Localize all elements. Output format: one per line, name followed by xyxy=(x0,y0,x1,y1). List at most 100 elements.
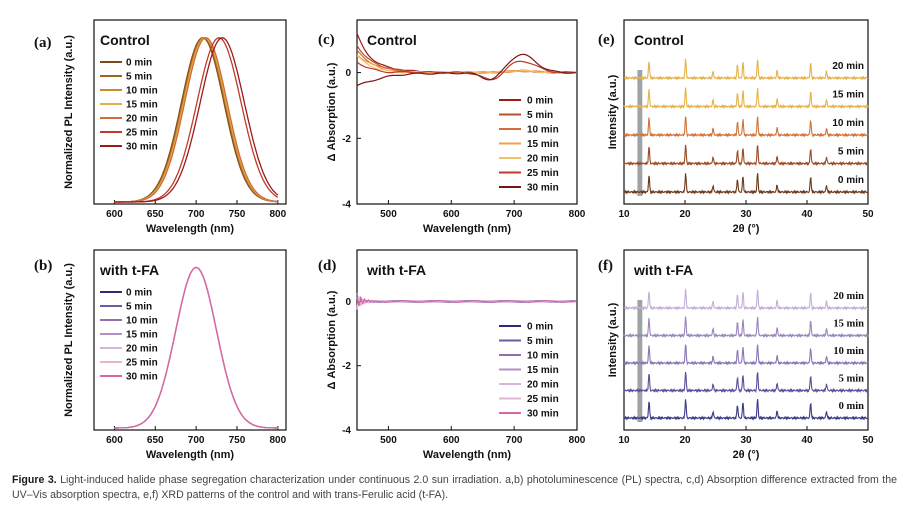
trace-label-f-3: 15 min xyxy=(833,319,864,330)
panel-a-xtick-label: 600 xyxy=(106,209,123,220)
panel-label-f: (f) xyxy=(598,258,613,274)
panel-label-c: (c) xyxy=(318,32,335,48)
panel-f: 10 20 30 40 50 0 min 5 min 10 min 15 min 20 min wi… xyxy=(598,249,874,461)
legend-label-d-0: 0 min xyxy=(527,322,553,333)
panel-c: 500 600 700 800 -4 -2 0 0 min 5 min 10 min 15 min 2… xyxy=(318,19,586,235)
x-axis-label-f: 2θ (°) xyxy=(733,449,760,461)
panel-a-xtick-label: 800 xyxy=(269,209,286,220)
legend-label-d-4: 20 min xyxy=(527,380,559,391)
series-line-f-4 xyxy=(623,288,869,312)
panel-c-xtick-label: 700 xyxy=(506,209,523,220)
legend-label-a-0: 0 min xyxy=(126,58,152,69)
series-line-e-3 xyxy=(623,87,869,110)
series-line-e-0 xyxy=(623,173,869,195)
panel-e-xtick-label: 30 xyxy=(740,209,752,220)
panel-f-xtick-label: 40 xyxy=(801,435,813,446)
legend-label-b-0: 0 min xyxy=(126,288,152,299)
legend-label-a-4: 20 min xyxy=(126,114,158,125)
panel-c-xtick-label: 800 xyxy=(569,209,586,220)
y-axis-label-c: Δ Absorption (a.u.) xyxy=(326,62,338,161)
y-axis-label-e: Intensity (a.u.) xyxy=(607,74,619,149)
panel-b: 600 650 700 750 800 0 min 5 min 10 min 15 min 20 … xyxy=(34,249,287,461)
panel-c-xtick-label: 500 xyxy=(380,209,397,220)
legend-label-d-1: 5 min xyxy=(527,336,553,347)
caption-text: Light-induced halide phase segregation c… xyxy=(12,474,897,501)
panel-b-xtick-label: 700 xyxy=(188,435,205,446)
panel-d: 500 600 700 800 -4 -2 0 0 min 5 min 10 min 15 min 2… xyxy=(318,249,586,461)
trace-label-e-1: 5 min xyxy=(838,147,864,158)
panel-d-xtick-label: 500 xyxy=(380,435,397,446)
series-line-e-4 xyxy=(623,58,869,82)
legend-label-c-3: 15 min xyxy=(527,139,559,150)
panel-d-xtick-label: 600 xyxy=(443,435,460,446)
panel-e-xtick-label: 40 xyxy=(801,209,813,220)
series-line-d-0 xyxy=(356,296,576,308)
series-line-f-0 xyxy=(623,399,869,421)
panel-a-xtick-label: 700 xyxy=(188,209,205,220)
trace-label-e-3: 15 min xyxy=(832,90,864,101)
series-line-a-4 xyxy=(114,37,278,203)
panel-f-xtick-label: 20 xyxy=(679,435,691,446)
legend-label-c-1: 5 min xyxy=(527,110,553,121)
trace-label-e-2: 10 min xyxy=(832,118,864,129)
series-line-c-4 xyxy=(356,55,576,74)
trace-label-f-1: 5 min xyxy=(839,374,865,385)
panel-b-xtick-label: 650 xyxy=(147,435,164,446)
panel-title-d: with t-FA xyxy=(366,262,426,278)
trace-label-f-0: 0 min xyxy=(839,401,865,412)
legend-label-b-3: 15 min xyxy=(126,330,158,341)
series-line-b-6 xyxy=(114,266,278,429)
legend-label-d-6: 30 min xyxy=(527,409,559,420)
legend-label-b-5: 25 min xyxy=(126,358,158,369)
trace-label-e-4: 20 min xyxy=(832,61,864,72)
panel-label-b: (b) xyxy=(34,258,52,274)
legend-label-a-5: 25 min xyxy=(126,128,158,139)
legend-label-c-4: 20 min xyxy=(527,154,559,165)
legend-label-a-2: 10 min xyxy=(126,86,158,97)
panel-c-ytick-label: -4 xyxy=(342,200,351,211)
panel-d-ytick-label: -4 xyxy=(342,426,351,437)
panel-a-xtick-label: 650 xyxy=(147,209,164,220)
panel-title-a: Control xyxy=(100,32,150,48)
panel-d-ytick-label: 0 xyxy=(345,297,351,308)
legend-label-c-0: 0 min xyxy=(527,96,553,107)
legend-label-b-2: 10 min xyxy=(126,316,158,327)
panel-d-xtick-label: 800 xyxy=(569,435,586,446)
series-line-c-6 xyxy=(356,53,576,87)
panel-e: 10 20 30 40 50 0 min 5 min 10 min 15 min 20 min Co… xyxy=(598,19,874,235)
panel-d-ytick-label: -2 xyxy=(342,361,351,372)
y-axis-label-d: Δ Absorption (a.u.) xyxy=(326,290,338,389)
x-axis-label-a: Wavelength (nm) xyxy=(146,223,235,235)
x-axis-label-b: Wavelength (nm) xyxy=(146,449,235,461)
panel-label-e: (e) xyxy=(598,32,615,48)
highlight-band-e xyxy=(637,70,643,196)
legend-label-d-2: 10 min xyxy=(527,351,559,362)
panel-c-frame xyxy=(356,19,578,205)
panel-title-c: Control xyxy=(367,32,417,48)
series-line-c-2 xyxy=(356,49,576,74)
panel-title-b: with t-FA xyxy=(99,262,159,278)
panel-a-frame xyxy=(93,19,287,205)
series-line-d-6 xyxy=(356,296,576,306)
series-line-f-2 xyxy=(623,344,869,366)
legend-label-d-3: 15 min xyxy=(527,365,559,376)
x-axis-label-d: Wavelength (nm) xyxy=(423,449,512,461)
panel-a: 600 650 700 750 800 0 min 5 min 10 min 15 min 20 … xyxy=(34,19,287,235)
legend-label-a-6: 30 min xyxy=(126,142,158,153)
figure-3: 600 650 700 750 800 0 min 5 min 10 min 15 min 20 … xyxy=(34,19,874,461)
panel-e-xtick-label: 50 xyxy=(862,209,874,220)
panel-title-f: with t-FA xyxy=(633,262,693,278)
legend-label-c-6: 30 min xyxy=(527,183,559,194)
panel-e-xtick-label: 10 xyxy=(618,209,630,220)
series-line-f-1 xyxy=(623,371,869,394)
trace-label-f-2: 10 min xyxy=(833,346,864,357)
panel-c-ytick-label: -2 xyxy=(342,134,351,145)
panel-d-xtick-label: 700 xyxy=(506,435,523,446)
legend-label-d-5: 25 min xyxy=(527,394,559,405)
legend-label-a-3: 15 min xyxy=(126,100,158,111)
panel-b-xtick-label: 750 xyxy=(229,435,246,446)
panel-label-a: (a) xyxy=(34,35,52,51)
series-line-d-2 xyxy=(356,292,576,307)
trace-label-e-0: 0 min xyxy=(838,175,864,186)
legend-label-b-1: 5 min xyxy=(126,302,152,313)
